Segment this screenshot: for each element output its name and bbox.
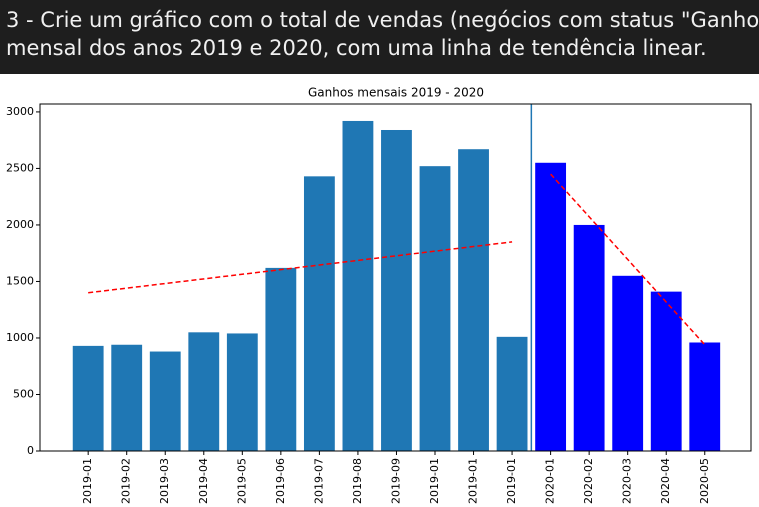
bar [458, 149, 489, 451]
plot-frame [39, 103, 752, 452]
x-tick-label: 2019-06 [274, 458, 287, 504]
trend-line [88, 241, 513, 294]
bar [535, 162, 567, 451]
x-tick-label: 2019-03 [158, 458, 171, 504]
x-tick-label: 2019-04 [197, 458, 210, 504]
bar [226, 333, 258, 451]
bar [188, 332, 220, 451]
y-tick-label: 0 [27, 444, 34, 457]
bar [573, 224, 605, 451]
bar [111, 344, 143, 451]
bar [419, 166, 451, 451]
bar [72, 345, 104, 451]
x-tick-label: 2019-01 [81, 458, 94, 504]
x-tick-label: 2020-05 [698, 458, 711, 504]
trend-line [550, 173, 706, 346]
x-tick-label: 2019-09 [389, 458, 402, 504]
bar [303, 176, 335, 452]
y-tick-label: 1000 [6, 331, 34, 344]
bar [149, 351, 181, 451]
x-tick-label: 2020-02 [582, 458, 595, 504]
y-tick-label: 2000 [6, 218, 34, 231]
bar [342, 120, 374, 451]
x-tick-label: 2020-03 [621, 458, 634, 504]
header: 3 - Crie um gráfico com o total de venda… [0, 0, 759, 74]
bar [689, 342, 721, 451]
x-tick-label: 2019-01 [467, 458, 480, 504]
bar [650, 291, 682, 451]
bar [265, 267, 297, 451]
header-line: 3 - Crie um gráfico com o total de venda… [6, 8, 759, 32]
x-tick-label: 2019-02 [120, 458, 133, 504]
x-tick-label: 2019-07 [312, 458, 325, 504]
header-line: mensal dos anos 2019 e 2020, com uma lin… [6, 36, 707, 60]
x-tick-label: 2019-01 [505, 458, 518, 504]
y-tick-label: 3000 [6, 105, 34, 118]
x-tick-label: 2019-01 [428, 458, 441, 504]
chart-title: Ganhos mensais 2019 - 2020 [308, 86, 484, 100]
bar [381, 129, 412, 451]
x-tick-label: 2019-05 [235, 458, 248, 504]
bar [496, 336, 528, 451]
x-tick-label: 2020-01 [544, 458, 557, 504]
x-tick-label: 2020-04 [659, 458, 672, 504]
y-tick-label: 1500 [6, 274, 34, 287]
y-tick-label: 500 [13, 387, 34, 400]
y-tick-label: 2500 [6, 161, 34, 174]
x-tick-label: 2019-08 [351, 458, 364, 504]
bar [612, 275, 644, 451]
